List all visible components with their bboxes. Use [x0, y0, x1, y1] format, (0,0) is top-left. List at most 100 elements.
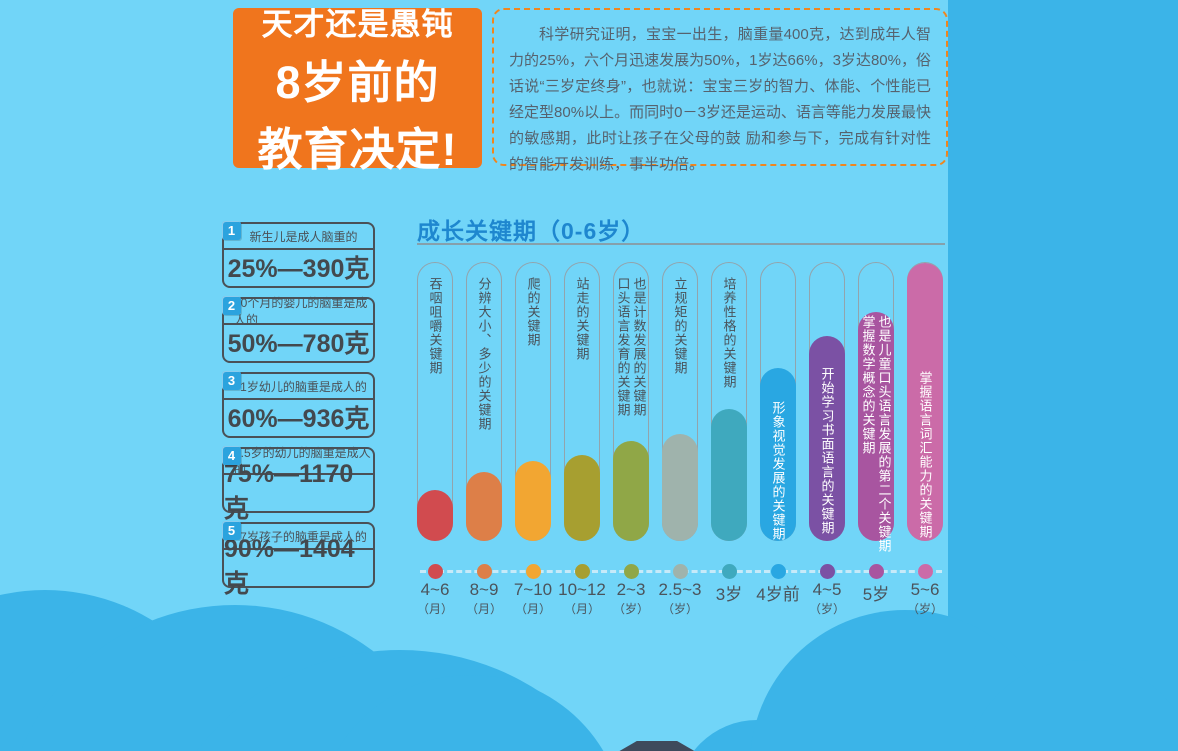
axis-category-label: 8~9 [469, 580, 499, 599]
stat-card: 1 新生儿是成人脑重的 25%—390克 [222, 221, 375, 288]
growth-bar: 分辨大小、多少的关键期 [466, 262, 502, 541]
growth-bar-label-column: 也是计数发展的关键期 [631, 277, 647, 417]
axis-dot [427, 564, 443, 579]
stat-value: 90%—1404克 [224, 534, 355, 598]
growth-bar-fill [662, 434, 698, 541]
stat-label: 2.5岁的幼儿的脑重是成人的 [224, 446, 373, 477]
growth-bar-label: 分辨大小、多少的关键期 [467, 277, 501, 431]
axis-category-label: 4~6 [420, 580, 450, 599]
growth-bar-label-column: 掌握数学概念的关键期 [860, 315, 876, 455]
axis-category-label: 3岁 [715, 585, 743, 604]
axis-dot [476, 564, 492, 579]
intro-text-box: 科学研究证明，宝宝一出生，脑重量400克，达到成年人智力的25%，六个月迅速发展… [492, 8, 948, 173]
growth-bar: 口头语言发育的关键期 也是计数发展的关键期 [613, 262, 649, 541]
stat-number-badge: 1 [222, 221, 241, 240]
growth-bar-label: 掌握语言词汇能力的关键期 [908, 371, 942, 539]
growth-bar: 培养性格的关键期 [711, 262, 747, 541]
right-background-band [948, 0, 1178, 751]
growth-bar-fill [858, 312, 894, 541]
axis-category-label: 2~3 [616, 580, 646, 599]
headline-line-2: 8岁前的 [275, 56, 440, 108]
axis-unit-label: （月） [465, 602, 502, 616]
axis-unit-label: （岁） [808, 602, 845, 616]
axis-unit-label: （月） [416, 602, 453, 616]
growth-bar: 形象视觉发展的关键期 [760, 262, 796, 541]
stat-label: 10个月的婴儿的脑重是成人的 [224, 296, 373, 327]
axis-unit-label: （岁） [906, 602, 943, 616]
stat-value: 75%—1170克 [224, 459, 354, 523]
stat-card: 3 1岁幼儿的脑重是成人的 60%—936克 [222, 371, 375, 438]
chart-title: 成长关键期（0-6岁） [417, 218, 646, 244]
axis-dot [525, 564, 541, 579]
growth-bar-fill [613, 441, 649, 541]
axis-category-label: 5~6 [910, 580, 940, 599]
stat-card: 5 7岁孩子的脑重是成人的 90%—1404克 [222, 521, 375, 598]
growth-bar-label: 爬的关键期 [516, 277, 550, 347]
axis-unit-label: （岁） [661, 602, 698, 616]
stat-value: 25%—390克 [227, 255, 370, 283]
axis-category-label: 7~10 [513, 580, 553, 599]
growth-bar: 掌握语言词汇能力的关键期 [907, 262, 943, 541]
axis-dot [672, 564, 688, 579]
growth-bar-label-column: 掌握语言词汇能力的关键期 [917, 371, 933, 539]
axis-dot [574, 564, 590, 579]
stat-card: 2 10个月的婴儿的脑重是成人的 50%—780克 [222, 296, 375, 363]
growth-bar: 立规矩的关键期 [662, 262, 698, 541]
growth-bar-label-column: 口头语言发育的关键期 [615, 277, 631, 417]
growth-bar-fill [564, 455, 600, 541]
growth-period-bars: 吞咽咀嚼关键期 分辨大小、多少的关键期 爬的关键期 站走的关键期 口头语言发育的关键期也… [417, 262, 944, 553]
stat-number-badge: 4 [222, 446, 241, 465]
growth-bar-label-column: 吞咽咀嚼关键期 [427, 277, 443, 375]
growth-bar: 爬的关键期 [515, 262, 551, 541]
axis-category-label: 10~12 [558, 580, 606, 599]
stat-label: 新生儿是成人脑重的 [224, 224, 373, 250]
axis-category-label: 2.5~3 [658, 580, 702, 599]
growth-bar: 吞咽咀嚼关键期 [417, 262, 453, 541]
growth-bar-fill [907, 263, 943, 541]
stat-number-badge: 5 [222, 521, 241, 540]
growth-bar-label: 形象视觉发展的关键期 [761, 401, 795, 541]
axis-dot [917, 564, 933, 579]
intro-paragraph: 科学研究证明，宝宝一出生，脑重量400克，达到成年人智力的25%，六个月迅速发展… [509, 26, 931, 173]
axis-unit-label: （岁） [612, 602, 649, 616]
axis-category-label: 4岁前 [756, 585, 800, 604]
chart-title-underline [417, 243, 945, 245]
axis-dot [819, 564, 835, 579]
axis-labels: 4~6 （月） 8~9 （月） 7~10 （月） 10~12 （月） 2~3 （岁） 2.5~3 （岁… [417, 262, 944, 616]
growth-bar: 站走的关键期 [564, 262, 600, 541]
headline-banner: 天才还是愚钝 8岁前的 教育决定! [233, 7, 482, 175]
stat-label: 7岁孩子的脑重是成人的 [224, 524, 373, 550]
growth-bar: 掌握数学概念的关键期 也是儿童口头语言发展的第二个关键期 [858, 262, 894, 553]
growth-bar-label: 立规矩的关键期 [663, 277, 697, 375]
axis-dot [770, 564, 786, 579]
axis-unit-label: （月） [563, 602, 600, 616]
growth-bar-label: 掌握数学概念的关键期 也是儿童口头语言发展的第二个关键期 [859, 315, 893, 553]
stat-number-badge: 3 [222, 371, 241, 390]
stat-card: 4 2.5岁的幼儿的脑重是成人的 75%—1170克 [222, 446, 375, 523]
axis-category-label: 4~5 [812, 580, 842, 599]
growth-bar-fill [417, 490, 453, 541]
growth-bar-fill [466, 472, 502, 541]
growth-bar-fill [711, 409, 747, 541]
growth-bar-fill [515, 461, 551, 541]
growth-bar-label-column: 分辨大小、多少的关键期 [476, 277, 492, 431]
growth-bar-label-column: 培养性格的关键期 [721, 277, 737, 389]
background-gap-shape [619, 741, 695, 751]
growth-bar-label-column: 爬的关键期 [525, 277, 541, 347]
growth-bar-label-column: 站走的关键期 [574, 277, 590, 361]
stat-value: 60%—936克 [227, 405, 370, 433]
growth-bar-label: 开始学习书面语言的关键期 [810, 367, 844, 535]
headline-line-1: 天才还是愚钝 [261, 6, 454, 42]
stat-label: 1岁幼儿的脑重是成人的 [224, 374, 373, 400]
growth-bar-fill [760, 368, 796, 541]
growth-bar-label: 口头语言发育的关键期 也是计数发展的关键期 [614, 277, 648, 417]
stat-value: 50%—780克 [227, 330, 370, 358]
axis-dot [868, 564, 884, 579]
headline-line-3: 教育决定! [257, 123, 458, 175]
growth-bar-label-column: 立规矩的关键期 [672, 277, 688, 375]
growth-bar-label-column: 形象视觉发展的关键期 [770, 401, 786, 541]
growth-bar-label: 站走的关键期 [565, 277, 599, 361]
axis-unit-label: （月） [514, 602, 551, 616]
axis-dot [721, 564, 737, 579]
